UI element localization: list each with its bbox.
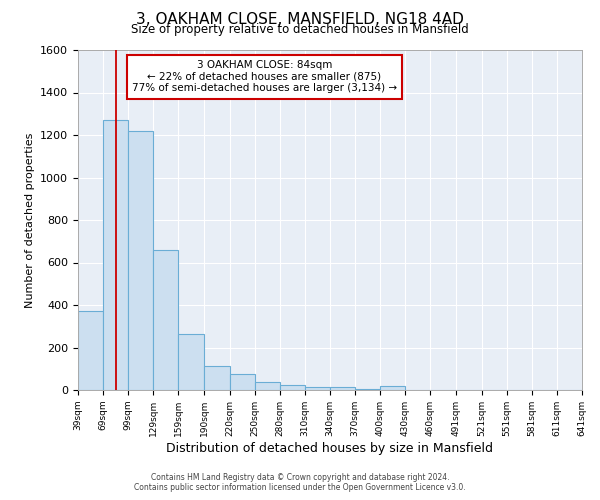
- Bar: [78, 312, 103, 390]
- Bar: [128, 130, 154, 390]
- Bar: [330, 387, 355, 390]
- Text: 3, OAKHAM CLOSE, MANSFIELD, NG18 4AD: 3, OAKHAM CLOSE, MANSFIELD, NG18 4AD: [136, 12, 464, 28]
- Text: Size of property relative to detached houses in Mansfield: Size of property relative to detached ho…: [131, 22, 469, 36]
- Y-axis label: Number of detached properties: Number of detached properties: [25, 132, 35, 308]
- Bar: [280, 384, 305, 390]
- Bar: [205, 366, 230, 390]
- Bar: [178, 334, 205, 390]
- Bar: [355, 389, 380, 390]
- Bar: [380, 386, 406, 390]
- X-axis label: Distribution of detached houses by size in Mansfield: Distribution of detached houses by size …: [167, 442, 493, 454]
- Bar: [305, 387, 330, 390]
- Bar: [103, 120, 128, 390]
- Bar: [154, 250, 178, 390]
- Bar: [230, 374, 254, 390]
- Text: Contains HM Land Registry data © Crown copyright and database right 2024.
Contai: Contains HM Land Registry data © Crown c…: [134, 473, 466, 492]
- Bar: [254, 382, 280, 390]
- Text: 3 OAKHAM CLOSE: 84sqm
← 22% of detached houses are smaller (875)
77% of semi-det: 3 OAKHAM CLOSE: 84sqm ← 22% of detached …: [132, 60, 397, 94]
